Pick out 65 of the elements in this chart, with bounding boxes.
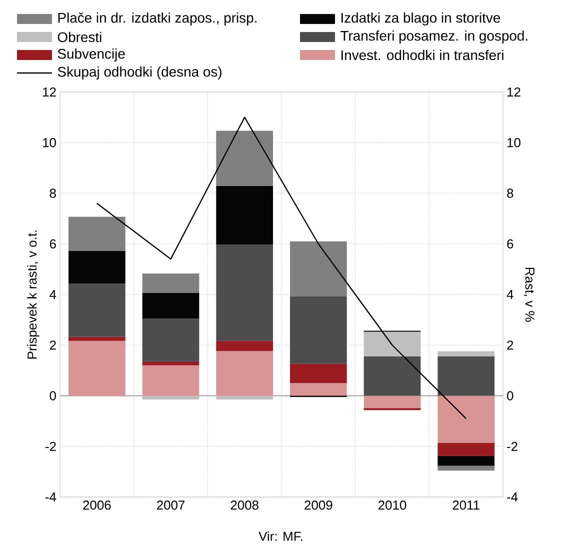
bar: [364, 396, 421, 408]
bar: [68, 340, 126, 396]
bar: [290, 296, 347, 364]
legend-label: Invest. odhodki in transferi: [341, 50, 504, 60]
y2-tick-label: 2: [507, 340, 514, 350]
y-tick-label: 4: [50, 290, 56, 299]
bar: [438, 456, 495, 466]
bar: [438, 466, 495, 471]
y2-tick-label: -2: [507, 442, 518, 451]
bar: [290, 241, 347, 297]
bar: [438, 351, 495, 356]
bar: [142, 365, 200, 396]
bar: [438, 442, 495, 456]
x-tick-label: 2008: [230, 500, 258, 510]
bar: [68, 216, 126, 251]
y-tick-label: -2: [46, 442, 56, 451]
y-axis-title: Prispevek k rasti, v o.t.: [27, 230, 40, 359]
bar: [216, 186, 274, 245]
bar: [142, 292, 200, 319]
x-tick-label: 2010: [378, 500, 406, 510]
x-tick-label: 2006: [83, 500, 111, 510]
y2-tick-label: 4: [506, 290, 514, 299]
bar: [364, 332, 421, 356]
y-tick-label: -4: [46, 492, 56, 502]
bar: [216, 396, 274, 400]
bar: [68, 284, 126, 337]
bar: [68, 250, 126, 284]
bar: [290, 364, 347, 384]
bar: [216, 244, 274, 341]
y-tick-label: 6: [50, 239, 56, 248]
bar: [438, 396, 495, 443]
y-tick-label: 10: [43, 138, 56, 148]
bar: [216, 350, 274, 396]
legend-label: Plače in dr. izdatki zapos., prisp.: [58, 12, 256, 26]
text: Vir: MF.: [258, 531, 302, 541]
y-tick-label: 0: [50, 391, 56, 400]
y-tick-label: 2: [50, 340, 56, 350]
legend-label: Obresti: [58, 32, 102, 42]
bar: [290, 383, 347, 396]
bar: [438, 356, 495, 396]
bar: [364, 356, 421, 396]
y-tick-label: 8: [50, 188, 56, 198]
x-tick-label: 2009: [304, 500, 332, 510]
bar: [142, 273, 200, 293]
bar: [142, 396, 200, 400]
y2-tick-label: 12: [508, 87, 520, 97]
line-series: [96, 116, 467, 420]
bar: [142, 361, 200, 366]
y2-axis-title: Rast, v %: [524, 268, 534, 322]
legend-label: Transferi posamez. in gospod.: [340, 30, 528, 44]
x-tick-label: 2007: [157, 500, 184, 510]
y2-tick-label: 0: [507, 391, 514, 400]
legend-label: Subvencije: [58, 48, 125, 62]
x-tick-label: 2011: [452, 500, 480, 510]
legend-label: Skupaj odhodki (desna os): [58, 66, 222, 80]
y-tick-label: 12: [43, 87, 56, 97]
bar: [216, 340, 274, 351]
bar: [142, 318, 200, 362]
y2-tick-label: 6: [507, 239, 514, 248]
bar: [68, 336, 126, 341]
y2-tick-label: 10: [508, 138, 520, 148]
y2-tick-label: -4: [507, 492, 518, 502]
legend-label: Izdatki za blago in storitve: [341, 12, 500, 26]
y2-tick-label: 8: [507, 188, 514, 198]
bar: [216, 130, 274, 186]
